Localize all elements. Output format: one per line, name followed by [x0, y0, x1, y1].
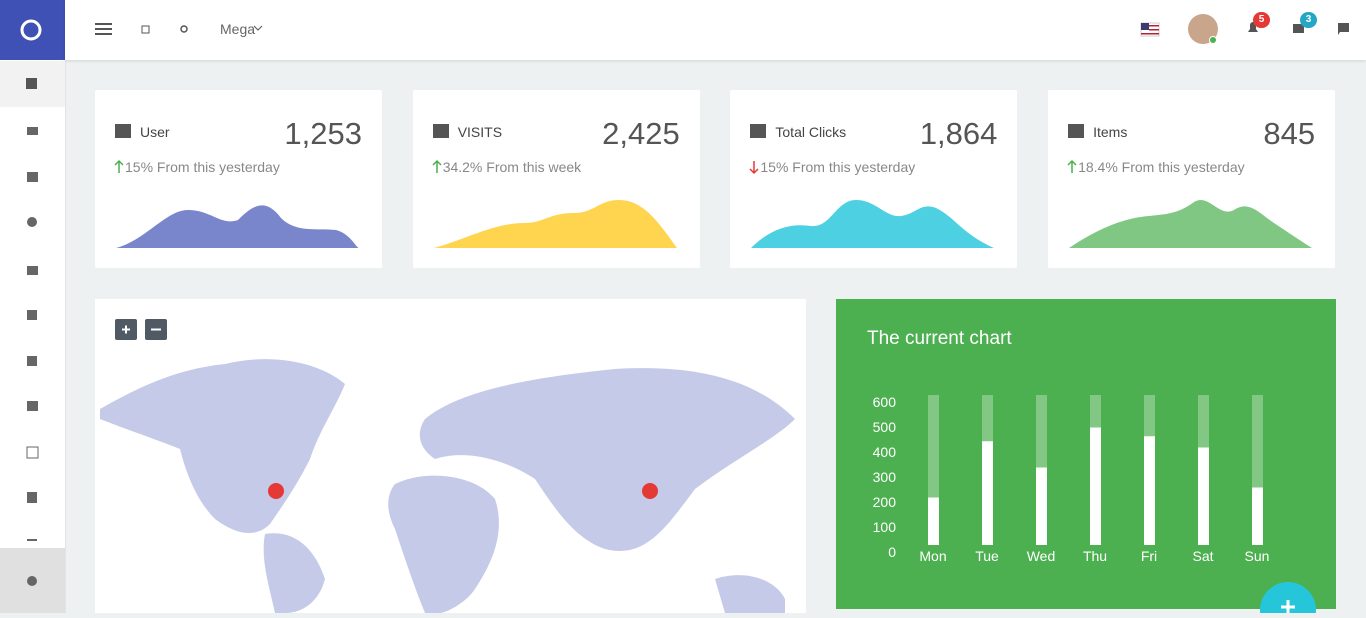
stat-value: 1,864	[919, 116, 998, 151]
bar	[1252, 487, 1263, 545]
message-badge: 3	[1300, 12, 1317, 28]
icon	[432, 124, 449, 138]
sparkline	[1069, 200, 1313, 248]
stat-label: Items	[1093, 124, 1128, 140]
bar-track	[928, 395, 939, 545]
bar	[1144, 436, 1155, 545]
icon	[115, 124, 131, 138]
stat-change: 15% From this yesterday	[125, 159, 280, 175]
y-tick-label: 0	[888, 544, 896, 560]
stat-card: Items 845 18.4% From this yesterday	[1048, 90, 1336, 268]
stat-label: VISITS	[457, 124, 503, 140]
stat-change: 34.2% From this week	[442, 159, 582, 175]
mega-menu[interactable]: Mega	[220, 21, 256, 37]
sparkline	[116, 205, 359, 248]
sparkline	[751, 200, 995, 248]
bar	[1198, 447, 1209, 545]
logo[interactable]	[0, 0, 65, 60]
bar	[928, 497, 939, 545]
notification-badge: 5	[1253, 12, 1270, 28]
y-tick-label: 100	[873, 519, 897, 535]
sidebar	[0, 0, 66, 613]
stat-value: 845	[1263, 116, 1316, 151]
topbar: Mega 5 3	[65, 0, 1366, 60]
x-tick-label: Sat	[1192, 548, 1213, 564]
y-tick-label: 500	[873, 419, 897, 435]
bar-chart: The current chart 0 100 200 300 400 500 600 Mon…	[867, 328, 1270, 564]
x-tick-label: Thu	[1083, 548, 1107, 564]
fab[interactable]	[1258, 580, 1318, 613]
bar	[1036, 467, 1047, 545]
stat-icon	[432, 124, 677, 248]
bar	[982, 441, 993, 545]
sidebar-icons	[0, 61, 65, 613]
stat-value: 1,253	[284, 116, 362, 151]
y-tick-label: 200	[873, 494, 897, 510]
trend-arrow	[749, 161, 759, 175]
chart-title: The current chart	[867, 328, 1012, 349]
icon	[1068, 124, 1085, 138]
trend-arrow	[432, 159, 442, 173]
x-tick-label: Sun	[1245, 548, 1270, 564]
world-map	[100, 319, 795, 613]
y-tick-label: 600	[873, 394, 897, 410]
stat-change: 18.4% From this yesterday	[1078, 159, 1245, 175]
stat-value: 2,425	[602, 116, 680, 151]
x-tick-label: Mon	[919, 548, 946, 564]
trend-arrow	[114, 159, 124, 173]
x-tick-label: Wed	[1027, 548, 1056, 564]
bar	[1090, 427, 1101, 545]
trend-arrow	[1067, 159, 1077, 173]
map-panel	[95, 299, 806, 613]
y-tick-label: 400	[873, 444, 897, 460]
topbar-icons	[95, 14, 1349, 44]
bar-track	[1252, 395, 1263, 545]
x-tick-label: Fri	[1141, 548, 1157, 564]
y-tick-label: 300	[873, 469, 897, 485]
stat-icon	[1067, 124, 1313, 248]
icon	[750, 124, 767, 138]
stat-label: User	[140, 124, 170, 140]
chart-panel: The current chart 0 100 200 300 400 500 600 Mon…	[836, 299, 1336, 609]
stat-card: User 1,253 15% From this yesterday	[95, 90, 382, 268]
stat-label: Total Clicks	[775, 124, 847, 140]
stat-icon	[114, 124, 359, 248]
sparkline	[433, 200, 677, 248]
stat-card: Total Clicks 1,864 15% From this yesterday	[730, 90, 1018, 268]
x-tick-label: Tue	[975, 548, 999, 564]
stat-card: VISITS 2,425 34.2% From this week	[412, 90, 700, 268]
stat-icon	[749, 124, 995, 248]
stat-change: 15% From this yesterday	[760, 159, 916, 175]
